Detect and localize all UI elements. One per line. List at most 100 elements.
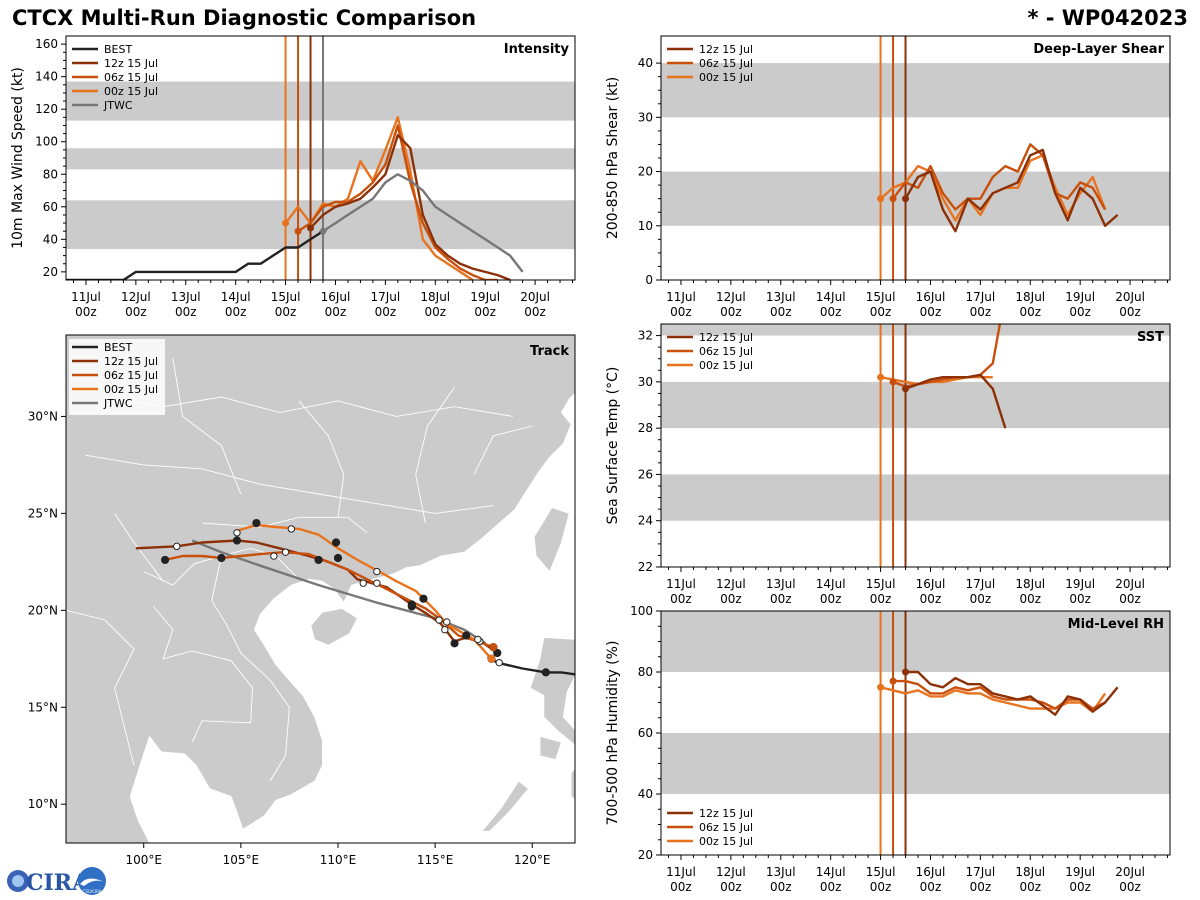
map-area xyxy=(66,335,575,843)
series-line-0 xyxy=(66,230,324,280)
x-tick-label: 13Jul 00z xyxy=(766,865,796,894)
panel-title: Track xyxy=(530,344,569,359)
lat-tick-label: 30°N xyxy=(28,409,58,423)
legend-label: 06z 15 Jul xyxy=(104,369,158,382)
track-marker-filled-2-2 xyxy=(450,639,459,648)
x-tick-label-line: 00z xyxy=(75,305,97,319)
track-marker-open-3-3 xyxy=(270,552,278,560)
x-tick-label-line: 00z xyxy=(1069,592,1091,606)
track-marker-open-2-3 xyxy=(281,548,290,556)
x-tick-label-line: 00z xyxy=(275,305,297,319)
legend-label: 12z 15 Jul xyxy=(699,331,753,344)
series-line-0 xyxy=(880,686,1107,713)
x-tick-label-line: 00z xyxy=(970,880,992,894)
track-marker-filled-4-2 xyxy=(331,538,341,547)
plot-frame xyxy=(660,323,1171,568)
x-tick-label-line: 19Jul xyxy=(1065,290,1095,304)
x-tick-label-line: 17Jul xyxy=(965,290,995,304)
x-tick-label: 12Jul 00z xyxy=(121,290,151,319)
land-luzon xyxy=(529,637,575,746)
x-tick-label-line: 13Jul xyxy=(766,865,796,879)
x-tick-label: 17Jul 00z xyxy=(965,577,995,606)
x-tick-label-line: 00z xyxy=(524,305,546,319)
track-marker-filled-2-4 xyxy=(333,553,343,563)
x-tick-label-line: 17Jul xyxy=(965,577,995,591)
x-tick-label-line: 13Jul xyxy=(766,290,796,304)
admin-border-7 xyxy=(415,387,455,524)
x-tick-label-line: 00z xyxy=(1069,305,1091,319)
x-tick-label-line: 14Jul xyxy=(816,865,846,879)
track-marker-filled-2-1 xyxy=(462,631,471,640)
plot-area xyxy=(661,611,1170,855)
series-marker-1-0 xyxy=(889,378,897,386)
lon-tick-label: 100°E xyxy=(125,853,162,867)
y-tick-label: 30 xyxy=(638,375,653,389)
track-marker-open-3-1 xyxy=(435,616,443,624)
x-tick-label: 19Jul 00z xyxy=(1065,290,1095,319)
y-tick-label: 26 xyxy=(638,467,653,481)
series-marker-1-0 xyxy=(889,195,897,203)
x-tick-label-line: 16Jul xyxy=(321,290,351,304)
x-tick-label-line: 00z xyxy=(820,880,842,894)
x-tick-label-line: 00z xyxy=(1019,592,1041,606)
series-line-2 xyxy=(905,670,1119,716)
x-tick-label-line: 12Jul xyxy=(716,290,746,304)
x-tick-label: 18Jul 00z xyxy=(1015,577,1045,606)
panel-title: SST xyxy=(1137,330,1164,345)
x-tick-label-line: 19Jul xyxy=(1065,865,1095,879)
band-1 xyxy=(661,63,1170,118)
x-tick-label-line: 20Jul xyxy=(1115,290,1145,304)
x-tick-label-line: 00z xyxy=(870,305,892,319)
track-marker-open-3-2 xyxy=(359,579,367,587)
track-marker-open-2-2 xyxy=(373,579,381,587)
y-tick-label: 0 xyxy=(645,273,653,287)
admin-border-1 xyxy=(104,396,513,417)
legend-label: 00z 15 Jul xyxy=(104,383,158,396)
legend-label: BEST xyxy=(104,341,132,354)
legend-label: 00z 15 Jul xyxy=(699,71,753,84)
y-tick-label: 120 xyxy=(35,102,58,116)
x-tick-label-line: 00z xyxy=(325,305,347,319)
x-tick-label: 14Jul 00z xyxy=(816,865,846,894)
x-tick-label: 15Jul 00z xyxy=(271,290,301,319)
x-tick-label-line: 00z xyxy=(870,880,892,894)
land-mindoro xyxy=(539,735,562,761)
x-tick-label: 11Jul 00z xyxy=(666,577,696,606)
y-tick-label: 24 xyxy=(638,514,653,528)
x-tick-label: 19Jul 00z xyxy=(1065,865,1095,894)
series-marker-0-0 xyxy=(877,195,885,203)
track-start-dot-1 xyxy=(489,643,498,652)
storm-id-label: * - WP042023 xyxy=(1027,6,1188,30)
x-tick-label: 11Jul 00z xyxy=(71,290,101,319)
x-tick-label-line: 00z xyxy=(1019,880,1041,894)
x-tick-label-line: 20Jul xyxy=(1115,577,1145,591)
x-tick-label-line: 16Jul xyxy=(916,290,946,304)
track-marker-filled-3-2 xyxy=(314,555,323,565)
x-tick-label-line: 14Jul xyxy=(221,290,251,304)
x-tick-label-line: 00z xyxy=(920,880,942,894)
band-2 xyxy=(66,81,575,121)
x-tick-label: 13Jul 00z xyxy=(766,290,796,319)
x-tick-label-line: 00z xyxy=(375,305,397,319)
panel-title: Deep-Layer Shear xyxy=(1033,42,1164,57)
lat-tick-label: 15°N xyxy=(28,700,58,714)
series-marker-2-0 xyxy=(902,195,910,203)
y-tick-label: 160 xyxy=(35,37,58,51)
y-tick-label: 40 xyxy=(43,232,58,246)
x-tick-label-line: 16Jul xyxy=(916,577,946,591)
plot-area xyxy=(66,36,575,280)
x-tick-label-line: 19Jul xyxy=(470,290,500,304)
lat-tick-label: 10°N xyxy=(28,797,58,811)
band-1 xyxy=(661,611,1170,672)
x-tick-label: 12Jul 00z xyxy=(716,865,746,894)
series-marker-1-0 xyxy=(889,677,897,685)
x-tick-label-line: 00z xyxy=(920,305,942,319)
x-tick-label: 16Jul 00z xyxy=(916,865,946,894)
land-mainland xyxy=(66,335,575,843)
